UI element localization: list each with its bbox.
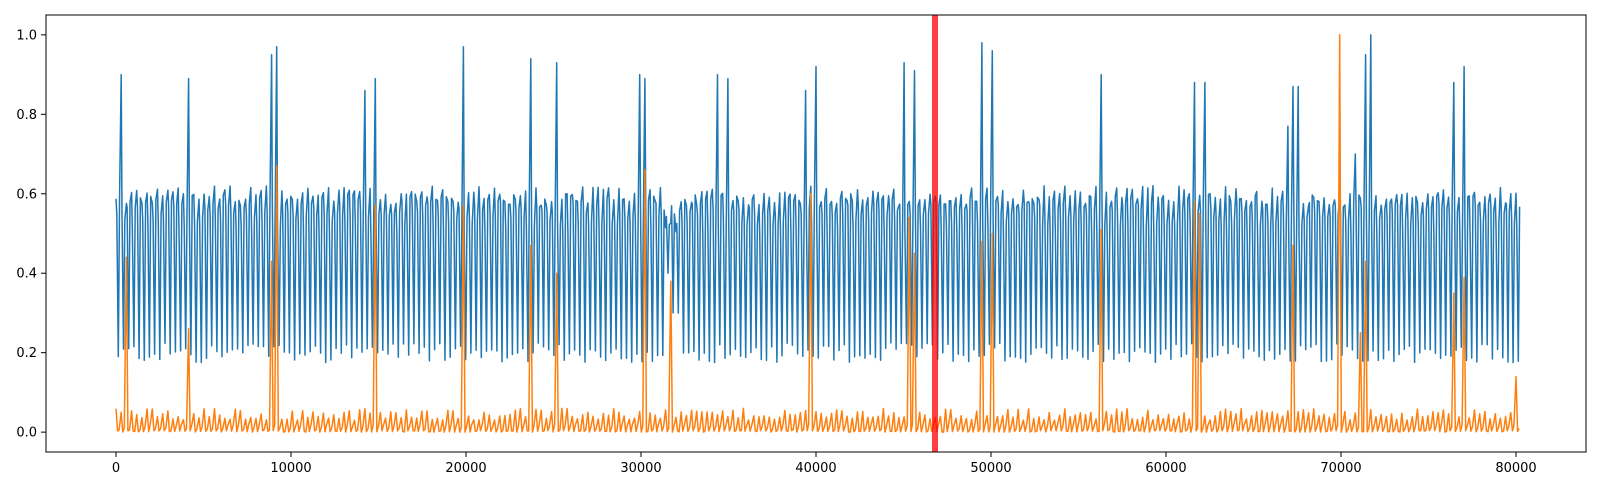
x-axis: 0 10000 20000 30000 40000 50000 60000 70000 8000…: [112, 452, 1537, 476]
y-tick-label: 0.4: [16, 267, 37, 282]
series-line-2: [115, 34, 1520, 433]
highlight-layer: [932, 15, 938, 452]
y-tick-label: 0.8: [16, 108, 37, 123]
y-tick-label: 0.2: [16, 346, 37, 361]
highlight-band: [932, 15, 938, 452]
y-tick-label: 0.0: [16, 426, 37, 441]
x-tick-label: 20000: [445, 461, 486, 476]
x-tick-label: 40000: [795, 461, 836, 476]
x-tick-label: 60000: [1145, 461, 1186, 476]
x-tick-label: 10000: [270, 461, 311, 476]
series-line-1: [115, 34, 1521, 364]
x-tick-label: 80000: [1495, 461, 1536, 476]
x-tick-label: 50000: [970, 461, 1011, 476]
x-tick-label: 0: [112, 461, 120, 476]
x-tick-label: 30000: [620, 461, 661, 476]
y-tick-label: 0.6: [16, 187, 37, 202]
y-tick-label: 1.0: [16, 28, 37, 43]
series-layer: [115, 34, 1521, 433]
x-tick-label: 70000: [1320, 461, 1361, 476]
y-axis: 0.0 0.2 0.4 0.6 0.8 1.0: [16, 28, 46, 441]
